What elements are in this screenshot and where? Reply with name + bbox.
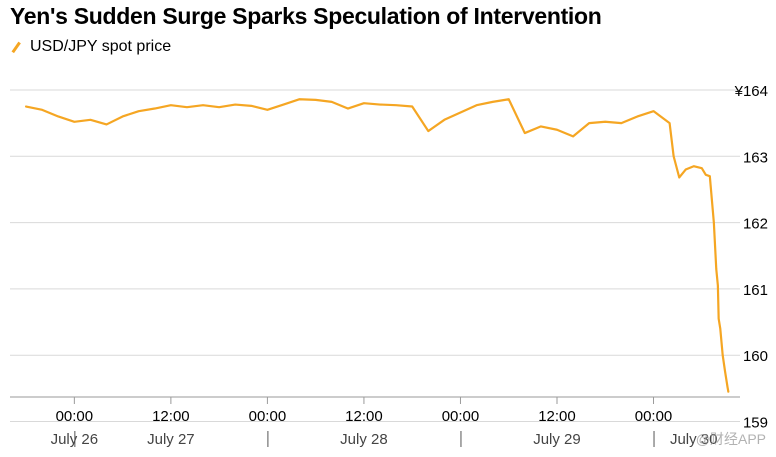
legend-label: USD/JPY spot price: [30, 38, 172, 55]
date-label: July 28: [340, 431, 388, 448]
chart-title: Yen's Sudden Surge Sparks Speculation of…: [10, 3, 602, 29]
x-tick-label: 00:00: [56, 408, 94, 425]
series-line: [24, 98, 730, 393]
x-tick-label: 00:00: [635, 408, 673, 425]
x-tick-label: 12:00: [152, 408, 190, 425]
y-tick-label: 160: [743, 348, 768, 365]
y-tick-label: 162: [743, 216, 768, 233]
x-tick-label: 12:00: [345, 408, 383, 425]
watermark: @财经APP: [695, 431, 766, 447]
y-tick-label: 163: [743, 149, 768, 166]
y-tick-label: 161: [743, 282, 768, 299]
date-label: July 29: [533, 431, 581, 448]
y-tick-label: 159: [743, 415, 768, 432]
x-tick-label: 12:00: [538, 408, 576, 425]
x-tick-label: 00:00: [442, 408, 480, 425]
y-tick-label: ¥164: [734, 83, 768, 100]
legend: USD/JPY spot price: [10, 38, 171, 56]
date-label: July 27: [147, 431, 195, 448]
date-label: July 30: [670, 431, 718, 448]
x-tick-label: 00:00: [249, 408, 287, 425]
